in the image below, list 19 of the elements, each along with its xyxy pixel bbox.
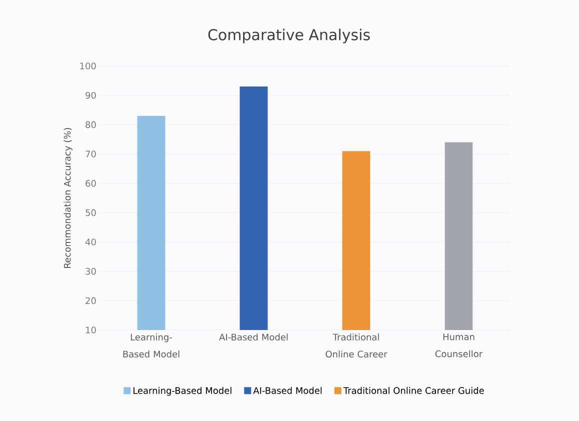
x-tick-label: Human Counsellor xyxy=(435,334,483,358)
y-tick-label: 80 xyxy=(86,121,96,128)
legend-label: Learning-Based Model xyxy=(134,387,232,396)
y-tick-label: 100 xyxy=(80,62,96,70)
legend-label: Traditional Online Career Guide xyxy=(343,387,484,394)
x-tick-label: AI-Based Model xyxy=(219,334,288,340)
y-axis-title: Recommondation Accuracy (%) xyxy=(64,128,72,268)
x-tick-label: Traditional Online Career xyxy=(326,334,388,358)
x-tick-label: Learning-Based Model xyxy=(123,334,180,358)
y-tick-label: 60 xyxy=(86,180,96,187)
y-tick-label: 20 xyxy=(86,297,96,304)
y-tick-label: 90 xyxy=(86,92,96,99)
y-tick-label: 10 xyxy=(86,326,96,334)
legend-label: AI-Based Model xyxy=(253,387,322,394)
y-tick-label: 70 xyxy=(86,150,96,158)
y-tick-label: 50 xyxy=(86,209,96,216)
y-tick-label: 40 xyxy=(85,238,96,246)
y-tick-label: 30 xyxy=(86,268,96,275)
chart-title: Comparative Analysis xyxy=(208,28,370,44)
